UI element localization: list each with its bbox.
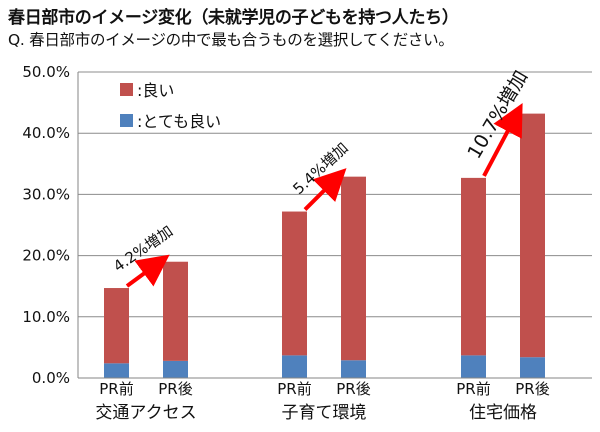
y-tick-label: 0.0% <box>32 369 70 387</box>
increase-arrow <box>303 168 347 211</box>
legend-label: :とても良い <box>137 112 221 131</box>
legend-swatch <box>120 114 133 127</box>
bar-very-good <box>341 360 366 378</box>
bar-good <box>341 176 366 361</box>
x-tick-label: PR後 <box>515 380 549 398</box>
bar-good <box>520 113 545 358</box>
bar-good <box>461 177 486 356</box>
y-tick-label: 20.0% <box>22 247 70 265</box>
bar-good <box>282 211 307 356</box>
increase-arrow <box>125 254 170 288</box>
group-label: 住宅価格 <box>469 403 537 423</box>
chart-title: 春日部市のイメージ変化（未就学児の子どもを持つ人たち） <box>8 8 459 28</box>
y-tick-label: 40.0% <box>22 124 70 142</box>
bar-very-good <box>282 355 307 378</box>
x-tick-label: PR後 <box>158 380 192 398</box>
bar-very-good <box>104 363 129 378</box>
x-tick-label: PR前 <box>277 380 311 398</box>
bar-good <box>104 288 129 364</box>
x-tick-label: PR前 <box>456 380 490 398</box>
legend-swatch <box>120 83 133 96</box>
increase-arrow <box>482 103 523 177</box>
chart-subtitle: Q. 春日部市のイメージの中で最も合うものを選択してください。 <box>8 31 454 49</box>
group-label: 子育て環境 <box>282 403 367 423</box>
group-label: 交通アクセス <box>95 403 196 423</box>
x-tick-label: PR後 <box>336 380 370 398</box>
y-tick-label: 50.0% <box>22 63 70 81</box>
y-tick-label: 30.0% <box>22 185 70 203</box>
legend-label: :良い <box>137 81 174 100</box>
bar-very-good <box>520 357 545 378</box>
bar-very-good <box>163 360 188 378</box>
bar-very-good <box>461 355 486 378</box>
bar-good <box>163 261 188 361</box>
y-tick-label: 10.0% <box>22 308 70 326</box>
x-tick-label: PR前 <box>99 380 133 398</box>
